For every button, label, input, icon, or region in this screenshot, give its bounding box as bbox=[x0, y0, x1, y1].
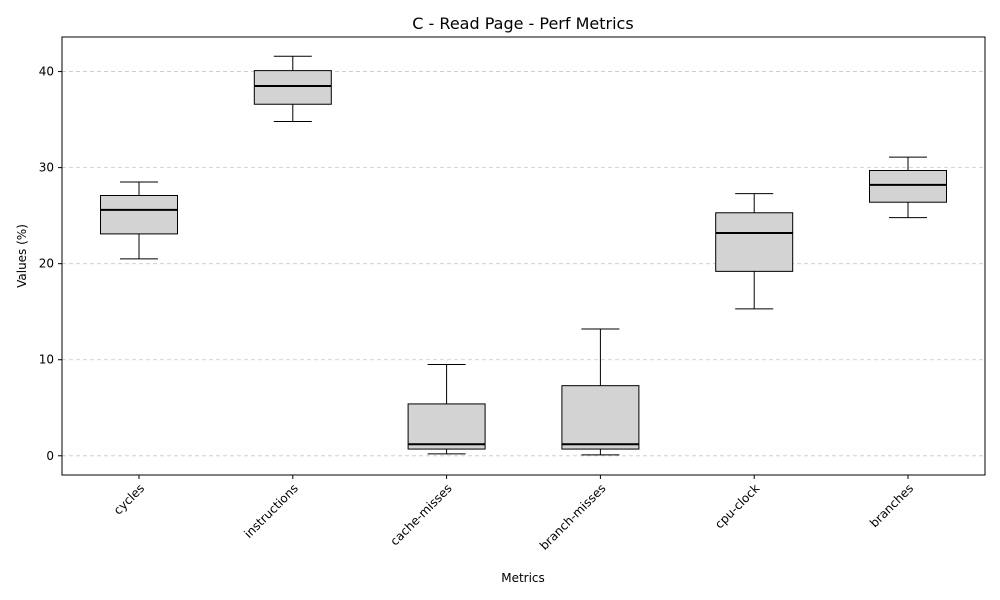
box-instructions bbox=[253, 55, 332, 123]
y-axis-title: Values (%) bbox=[15, 224, 29, 288]
x-tick-label: cache-misses bbox=[388, 481, 455, 548]
x-axis-ticks: cycles instructions cache-misses branch-mis… bbox=[111, 475, 916, 553]
iqr-box bbox=[253, 70, 332, 105]
x-tick-label: instructions bbox=[241, 481, 301, 541]
x-axis-title: Metrics bbox=[501, 571, 545, 585]
y-tick-label: 10 bbox=[39, 353, 54, 367]
x-tick-label: cycles bbox=[111, 481, 147, 517]
y-tick-label: 30 bbox=[39, 161, 54, 175]
y-axis-ticks: 0 10 20 30 40 bbox=[39, 65, 62, 463]
x-tick-label: branches bbox=[867, 481, 916, 530]
y-tick-label: 20 bbox=[39, 257, 54, 271]
x-tick-label: cpu-clock bbox=[712, 481, 762, 531]
box-layer bbox=[100, 55, 947, 456]
x-tick-label: branch-misses bbox=[537, 481, 609, 553]
y-tick-label: 40 bbox=[39, 65, 54, 79]
iqr-box bbox=[869, 170, 947, 203]
plot-frame bbox=[61, 36, 986, 476]
iqr-box bbox=[407, 403, 486, 450]
box-cycles bbox=[100, 181, 178, 260]
box-cpu-clock bbox=[715, 193, 794, 310]
box-branch-misses bbox=[561, 328, 640, 456]
iqr-box bbox=[100, 194, 178, 235]
chart-title: C - Read Page - Perf Metrics bbox=[412, 14, 633, 33]
box-cache-misses bbox=[407, 364, 486, 455]
box-branches bbox=[869, 156, 947, 219]
iqr-box bbox=[715, 212, 794, 272]
iqr-box bbox=[561, 385, 640, 450]
grid-layer bbox=[62, 71, 985, 457]
y-tick-label: 0 bbox=[46, 449, 54, 463]
